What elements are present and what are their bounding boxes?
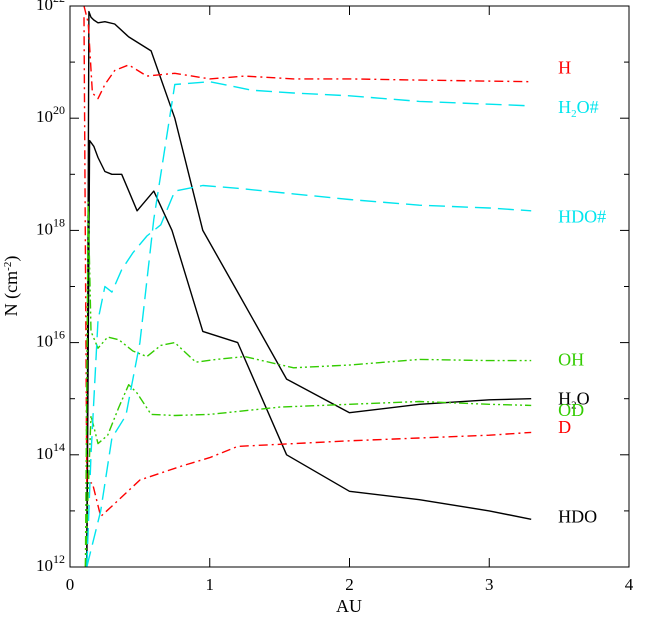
x-tick-label: 1 [206,575,215,594]
y-tick-exponent: 14 [53,440,65,454]
y-tick-label: 1016 [36,328,65,351]
y-tick-base: 10 [36,219,53,238]
series-line-h [83,5,532,100]
series-label-part: H [558,389,571,409]
y-tick-base: 10 [36,107,53,126]
axis-ticks: 01234101210141016101810201022 [36,0,634,594]
series-label-part: H [558,58,571,78]
y-tick-base: 10 [36,332,53,351]
y-tick-label: 1012 [36,552,65,575]
y-axis-title: N (cm-2) [1,256,22,317]
series-label-part: HDO# [558,206,606,226]
series-label-h: H [558,58,571,78]
series-label-part: OD [558,400,584,420]
series-label-part: O# [577,97,599,117]
x-axis-title: AU [336,596,362,616]
series-label-oh: OH [558,349,584,369]
series-label-part: O [577,389,590,409]
series-label-part: 2 [571,400,577,412]
series-label-hdo_ice: HDO# [558,206,606,226]
y-tick-label: 1020 [36,103,65,126]
y-tick-exponent: 20 [53,103,65,117]
plot-frame [69,5,630,568]
y-axis-title-close: ) [1,256,22,262]
y-tick-exponent: 22 [53,0,65,5]
series-line-hdo [86,139,532,568]
y-tick-exponent: 16 [53,328,65,342]
series-label-od: OD [558,400,584,420]
series-label-part: HDO [558,507,597,527]
series-label-part: H [558,97,571,117]
y-tick-label: 1022 [36,0,65,14]
series-label-h2o: H2O [558,389,590,412]
y-tick-label: 1018 [36,215,65,238]
y-tick-label: 1014 [36,440,65,463]
y-tick-exponent: 12 [53,552,65,566]
y-tick-base: 10 [36,0,53,14]
x-tick-label: 3 [485,575,494,594]
series-label-hdo: HDO [558,507,597,527]
series-line-d [83,17,532,518]
series-line-h2o [86,10,532,568]
series-label-h2o_ice: H2O# [558,97,599,120]
series-line-oh [84,201,532,568]
y-axis-title-main: N (cm [1,271,22,316]
x-tick-label: 0 [66,575,75,594]
series-label-part: 2 [571,108,577,120]
y-axis-title-sup: -2 [2,262,14,271]
series-label-d: D [558,417,571,437]
y-tick-exponent: 18 [53,215,65,229]
y-tick-base: 10 [36,444,53,463]
series-line-od [84,384,532,568]
series-label-part: D [558,417,571,437]
y-tick-base: 10 [36,556,53,575]
x-tick-label: 2 [345,575,354,594]
x-tick-label: 4 [625,575,634,594]
series-line-hdo_ice [86,184,532,568]
plot-marks [83,5,532,568]
series-line-h2o_ice [86,81,532,568]
series-label-part: OH [558,349,584,369]
